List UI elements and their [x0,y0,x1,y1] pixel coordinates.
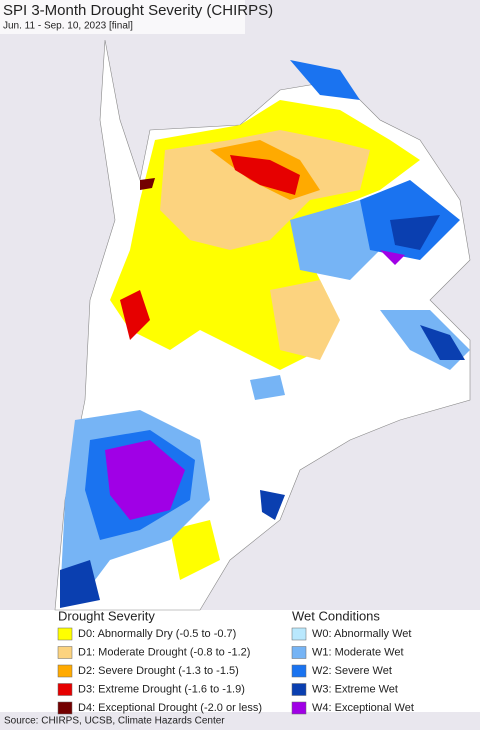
legend-label: W0: Abnormally Wet [312,628,411,640]
source: Source: CHIRPS, UCSB, Climate Hazards Ce… [4,716,225,727]
w3-area [420,325,465,360]
legend-swatch [57,664,73,678]
d3-area [230,155,300,195]
legend-label: D1: Moderate Drought (-0.8 to -1.2) [78,646,250,658]
legend-label: D4: Exceptional Drought (-2.0 or less) [78,702,262,714]
legend-swatch [291,646,307,659]
title: SPI 3-Month Drought Severity (CHIRPS) [3,2,273,19]
w3-area [260,490,285,520]
legend-label: D3: Extreme Drought (-1.6 to -1.9) [78,683,245,695]
legend-swatch [291,664,307,678]
w1-area [290,200,380,280]
legend-label: W2: Severe Wet [312,665,392,677]
legend-swatch [57,683,73,696]
legend-swatch [291,627,307,641]
legend-swatch [57,646,73,659]
w4-area [380,250,405,265]
d1-area [160,130,370,250]
legend-label: W3: Extreme Wet [312,683,398,695]
w4-area [105,440,185,520]
title-background [0,0,245,34]
w3-area [390,215,440,250]
map [0,0,480,611]
legend-swatch [291,701,307,715]
legend-label: W1: Moderate Wet [312,646,404,658]
legend-swatch [291,683,307,696]
legend-label: W4: Exceptional Wet [312,702,414,714]
legend-label: D2: Severe Drought (-1.3 to -1.5) [78,665,239,677]
legend-label: D0: Abnormally Dry (-0.5 to -0.7) [78,628,236,640]
legend-title: Drought Severity [58,608,155,623]
subtitle: Jun. 11 - Sep. 10, 2023 [final] [3,21,133,32]
legend-swatch [57,627,73,641]
w2-area [290,60,360,100]
d1-area [270,280,340,360]
w1-area [250,375,285,400]
w3-area [60,560,100,608]
legend-swatch [57,701,73,715]
d4-area [140,178,155,190]
footer [0,712,480,730]
legend-title: Wet Conditions [292,608,380,623]
d0-area [170,520,220,580]
d3-area [120,290,150,340]
